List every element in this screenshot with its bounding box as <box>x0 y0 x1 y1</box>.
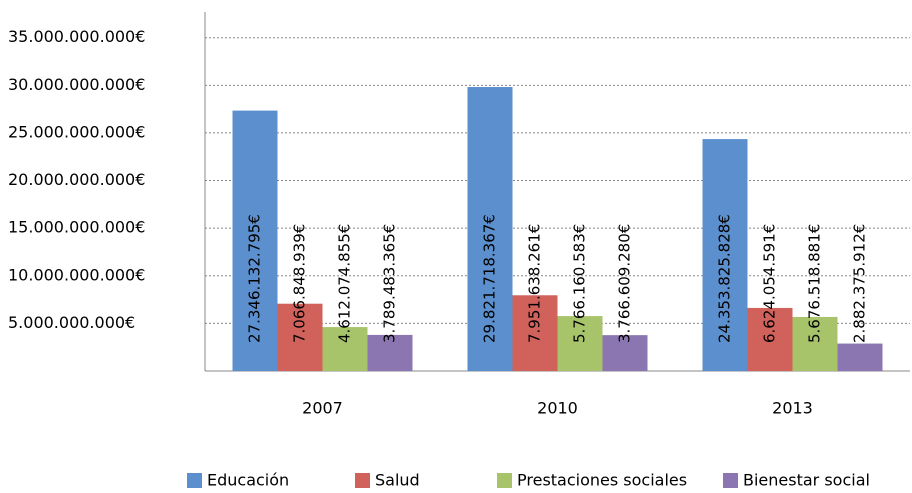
legend-label: Prestaciones sociales <box>517 471 687 490</box>
legend-swatch <box>497 473 512 488</box>
bar <box>277 303 323 371</box>
y-tick-label: 20.000.000.000€ <box>8 170 145 189</box>
legend-label: Salud <box>375 471 420 490</box>
legend-swatch <box>355 473 370 488</box>
value-label: 29.821.718.367€ <box>481 214 499 343</box>
x-tick-label: 2013 <box>772 399 813 418</box>
x-tick-label: 2007 <box>302 399 343 418</box>
bar <box>747 307 793 371</box>
value-label: 24.353.825.828€ <box>716 214 734 343</box>
bar <box>322 327 368 371</box>
y-tick-label: 15.000.000.000€ <box>8 218 145 237</box>
bar <box>232 110 278 371</box>
value-label: 5.766.160.583€ <box>571 224 589 343</box>
value-label: 27.346.132.795€ <box>246 214 264 343</box>
bar <box>602 335 648 371</box>
value-label: 4.612.074.855€ <box>336 224 354 343</box>
value-label: 5.676.518.881€ <box>806 224 824 343</box>
y-tick-label: 30.000.000.000€ <box>8 75 145 94</box>
legend-swatch <box>723 473 738 488</box>
y-tick-label: 25.000.000.000€ <box>8 122 145 141</box>
bar <box>557 316 603 371</box>
bar <box>512 295 558 371</box>
legend-label: Bienestar social <box>743 471 870 490</box>
bar <box>702 139 748 371</box>
y-tick-label: 35.000.000.000€ <box>8 27 145 46</box>
value-label: 6.624.054.591€ <box>761 224 779 343</box>
value-label: 3.766.609.280€ <box>616 224 634 343</box>
bar <box>792 316 838 371</box>
x-tick-label: 2010 <box>537 399 578 418</box>
legend-swatch <box>187 473 202 488</box>
bar <box>467 87 513 371</box>
y-tick-label: 5.000.000.000€ <box>8 313 135 332</box>
value-label: 7.951.638.261€ <box>526 224 544 343</box>
bar <box>837 343 883 371</box>
legend-label: Educación <box>207 471 289 490</box>
value-label: 3.789.483.365€ <box>381 224 399 343</box>
value-label: 7.066.848.939€ <box>291 224 309 343</box>
y-tick-label: 10.000.000.000€ <box>8 265 145 284</box>
bar <box>367 334 413 371</box>
value-label: 2.882.375.912€ <box>851 224 869 343</box>
